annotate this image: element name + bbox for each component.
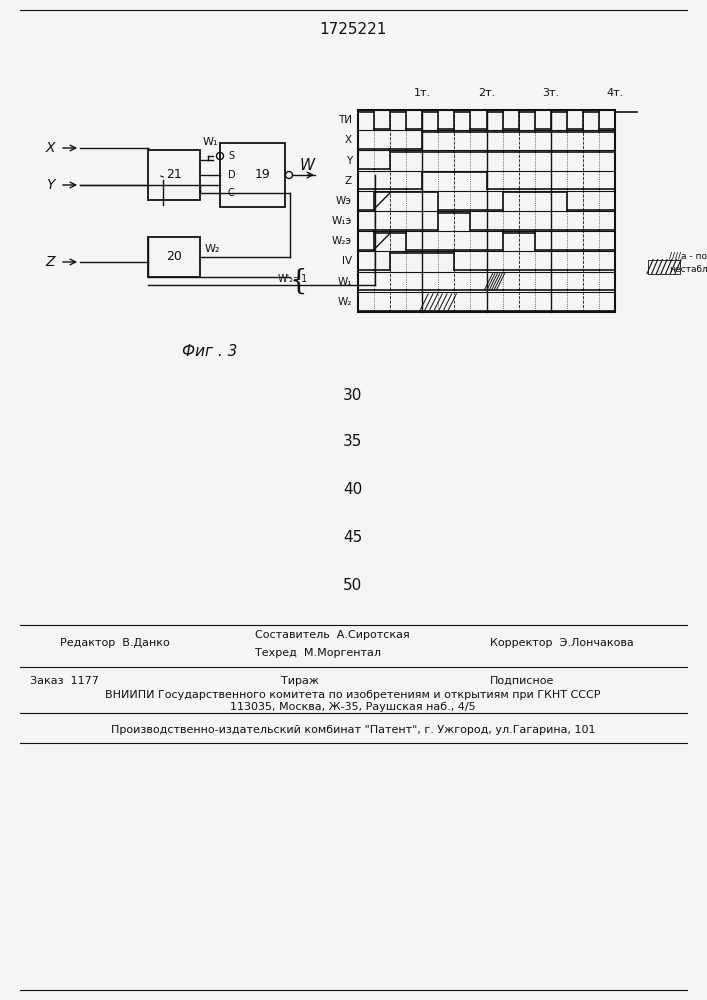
Text: 35: 35	[344, 434, 363, 450]
Text: Тираж: Тираж	[281, 676, 319, 686]
Bar	[148, 237, 200, 277]
Text: 1725221: 1725221	[320, 22, 387, 37]
Text: W₂: W₂	[338, 297, 352, 307]
Text: W'₂=1: W'₂=1	[278, 274, 308, 284]
Text: Wэ: Wэ	[336, 196, 352, 206]
Text: Фиг . 3: Фиг . 3	[182, 344, 238, 360]
Text: Заказ  1177: Заказ 1177	[30, 676, 99, 686]
Text: W₁: W₁	[202, 137, 218, 147]
Text: 45: 45	[344, 530, 363, 546]
Text: нестаблен: нестаблен	[669, 265, 707, 274]
Text: W₁э: W₁э	[332, 216, 352, 226]
Text: ВНИИПИ Государственного комитета по изобретениям и открытиям при ГКНТ СССР: ВНИИПИ Государственного комитета по изоб…	[105, 690, 601, 700]
Text: W: W	[300, 157, 315, 172]
Text: 4т.: 4т.	[607, 88, 624, 98]
Bar	[648, 260, 680, 274]
Bar	[148, 150, 200, 200]
Text: {: {	[289, 268, 307, 295]
Text: W₂э: W₂э	[332, 236, 352, 246]
Text: lV: lV	[342, 256, 352, 266]
Text: Y: Y	[346, 155, 352, 165]
Text: W₂: W₂	[205, 244, 221, 254]
Text: 30: 30	[344, 387, 363, 402]
Text: C: C	[228, 188, 235, 198]
Text: ТИ: ТИ	[338, 115, 352, 125]
Text: Редактор  В.Данко: Редактор В.Данко	[60, 638, 170, 648]
Text: 50: 50	[344, 578, 363, 592]
Text: 19: 19	[255, 168, 270, 182]
Bar	[220, 143, 285, 207]
Text: Z: Z	[45, 255, 55, 269]
Text: X: X	[45, 141, 55, 155]
Text: 20: 20	[166, 250, 182, 263]
Text: 113035, Москва, Ж-35, Раушская наб., 4/5: 113035, Москва, Ж-35, Раушская наб., 4/5	[230, 702, 476, 712]
Text: Z: Z	[345, 176, 352, 186]
Text: D: D	[228, 170, 235, 180]
Text: Подписное: Подписное	[490, 676, 554, 686]
Text: 3т.: 3т.	[542, 88, 559, 98]
Text: Составитель  А.Сиротская: Составитель А.Сиротская	[255, 630, 410, 640]
Text: Техред  М.Моргентал: Техред М.Моргентал	[255, 648, 381, 658]
Text: 1т.: 1т.	[414, 88, 431, 98]
Text: Корректор  Э.Лончакова: Корректор Э.Лончакова	[490, 638, 633, 648]
Text: S: S	[228, 151, 234, 161]
Text: 40: 40	[344, 483, 363, 497]
Text: ////a - подтакт: ////a - подтакт	[669, 252, 707, 261]
Text: 2т.: 2т.	[478, 88, 495, 98]
Text: Производственно-издательский комбинат "Патент", г. Ужгород, ул.Гагарина, 101: Производственно-издательский комбинат "П…	[111, 725, 595, 735]
Text: Y: Y	[47, 178, 55, 192]
Text: 21: 21	[166, 168, 182, 182]
Text: W₁: W₁	[337, 277, 352, 287]
Bar	[358, 110, 615, 312]
Text: X: X	[345, 135, 352, 145]
